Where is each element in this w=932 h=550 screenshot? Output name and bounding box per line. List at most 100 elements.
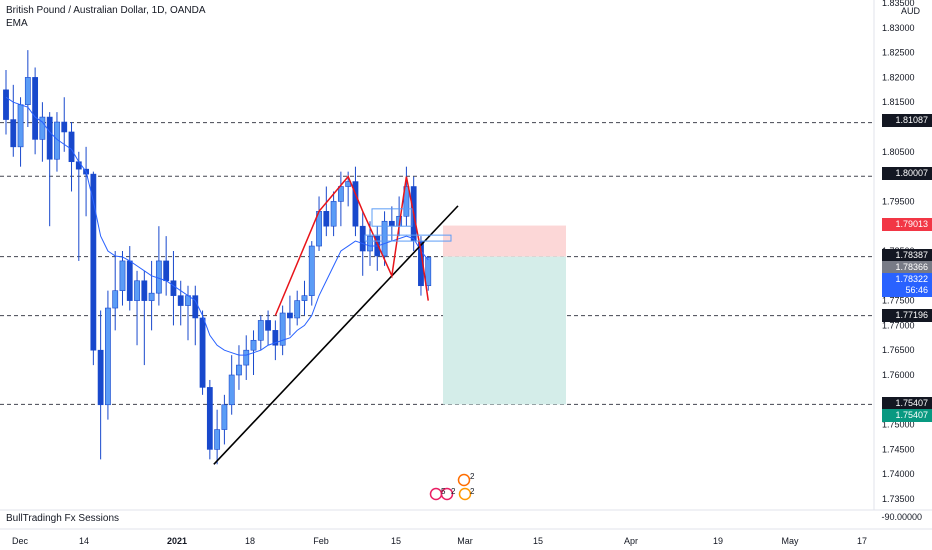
candle-body bbox=[403, 186, 410, 217]
candle-body bbox=[46, 116, 53, 160]
candle-33 bbox=[236, 345, 242, 390]
candle-body bbox=[308, 245, 315, 296]
chart-title: British Pound / Australian Dollar, 1D, O… bbox=[6, 5, 206, 16]
sub-pane-value: -90.00000 bbox=[881, 512, 922, 522]
candle-body bbox=[352, 181, 359, 227]
x-tick-label-8: 15 bbox=[533, 536, 543, 546]
y-tick-label-13: 1.75000 bbox=[882, 420, 915, 430]
candle-49 bbox=[352, 166, 359, 237]
candle-27 bbox=[192, 285, 199, 346]
event-marker-icon-1 bbox=[457, 473, 471, 487]
price-label-level-2: 1.80007 bbox=[882, 167, 932, 180]
price-label-timer: 56:46 bbox=[882, 284, 932, 297]
highlight-box-2 bbox=[364, 234, 452, 242]
x-tick-label-1: Dec bbox=[12, 536, 29, 546]
price-label-target-a: 1.75407 bbox=[882, 397, 932, 410]
price-label-level-1: 1.81087 bbox=[882, 114, 932, 127]
candle-43 bbox=[308, 241, 315, 306]
candle-53 bbox=[381, 211, 388, 266]
candle-body bbox=[112, 290, 119, 309]
candle-body bbox=[3, 89, 9, 120]
candle-body bbox=[61, 121, 68, 133]
candle-body bbox=[163, 260, 170, 282]
price-label-ema: 1.78322 bbox=[882, 273, 932, 286]
candle-28 bbox=[199, 310, 206, 395]
event-count-1: 2 bbox=[470, 472, 475, 481]
candle-body bbox=[97, 349, 104, 406]
candle-body bbox=[24, 77, 31, 105]
candle-21 bbox=[148, 260, 155, 331]
y-tick-label-2: 1.83000 bbox=[882, 23, 915, 33]
candle-body bbox=[68, 131, 75, 163]
candle-body bbox=[323, 211, 330, 227]
event-marker-icon-4 bbox=[458, 487, 472, 501]
price-label-entry: 1.78387 bbox=[882, 249, 932, 262]
y-tick-label-7: 1.79500 bbox=[882, 196, 915, 206]
x-tick-label-7: Mar bbox=[457, 536, 473, 546]
candle-body bbox=[388, 220, 395, 227]
candle-body bbox=[126, 260, 133, 301]
y-tick-label-9: 1.77500 bbox=[882, 296, 915, 306]
candle-59 bbox=[425, 255, 432, 291]
x-tick-label-4: 18 bbox=[245, 536, 255, 546]
candle-41 bbox=[294, 290, 301, 326]
event-count-2: 5 bbox=[441, 487, 446, 496]
y-tick-label-16: 1.73500 bbox=[882, 494, 915, 504]
candle-body bbox=[381, 220, 388, 257]
event-count-4: 2 bbox=[470, 487, 475, 496]
candle-body bbox=[257, 320, 264, 341]
price-label-stop-loss: 1.79013 bbox=[882, 218, 932, 231]
candle-47 bbox=[337, 171, 344, 227]
candle-18 bbox=[126, 246, 133, 311]
candle-11 bbox=[75, 151, 82, 261]
candle-23 bbox=[163, 236, 170, 296]
candle-body bbox=[279, 312, 286, 346]
candle-14 bbox=[97, 310, 104, 460]
candle-body bbox=[39, 116, 46, 140]
candle-6 bbox=[39, 102, 46, 162]
candle-42 bbox=[301, 280, 308, 316]
candle-body bbox=[272, 330, 279, 346]
indicator-label-ema: EMA bbox=[6, 18, 28, 29]
y-tick-label-12: 1.76000 bbox=[882, 370, 915, 380]
ascending-trendline bbox=[213, 205, 459, 465]
y-tick-label-15: 1.74000 bbox=[882, 469, 915, 479]
candle-37 bbox=[265, 310, 271, 346]
sub-pane-title: BullTradingh Fx Sessions bbox=[6, 513, 120, 524]
y-tick-label-5: 1.81500 bbox=[882, 97, 915, 107]
x-tick-label-12: 17 bbox=[857, 536, 867, 546]
candle-body bbox=[177, 295, 184, 306]
candle-29 bbox=[206, 379, 213, 460]
candle-body bbox=[214, 429, 221, 450]
event-marker-icon-2 bbox=[429, 487, 443, 501]
y-tick-label-11: 1.76500 bbox=[882, 345, 915, 355]
candle-body bbox=[330, 201, 337, 227]
candle-12 bbox=[83, 146, 89, 217]
highlight-box-1 bbox=[371, 208, 413, 227]
candle-8 bbox=[54, 112, 60, 172]
candle-9 bbox=[61, 97, 68, 152]
candle-45 bbox=[323, 186, 330, 237]
candle-34 bbox=[243, 335, 250, 380]
candle-body bbox=[148, 292, 155, 301]
candle-54 bbox=[388, 206, 395, 242]
candle-body bbox=[243, 349, 250, 366]
x-tick-label-11: May bbox=[781, 536, 799, 546]
candle-body bbox=[32, 77, 39, 140]
candle-16 bbox=[112, 251, 119, 331]
event-marker-icon-3 bbox=[440, 487, 454, 501]
candle-body bbox=[90, 173, 97, 351]
stop-loss-zone bbox=[443, 225, 566, 257]
candle-30 bbox=[214, 409, 221, 465]
candle-19 bbox=[134, 270, 140, 346]
x-tick-label-2: 14 bbox=[79, 536, 89, 546]
candle-body bbox=[265, 320, 271, 331]
price-label-last: 1.78366 bbox=[882, 261, 932, 274]
candle-31 bbox=[221, 394, 228, 445]
candle-1 bbox=[3, 69, 9, 135]
double-top-pattern bbox=[274, 175, 429, 316]
candle-body bbox=[294, 300, 301, 319]
x-tick-label-10: 19 bbox=[713, 536, 723, 546]
candle-25 bbox=[177, 280, 184, 326]
